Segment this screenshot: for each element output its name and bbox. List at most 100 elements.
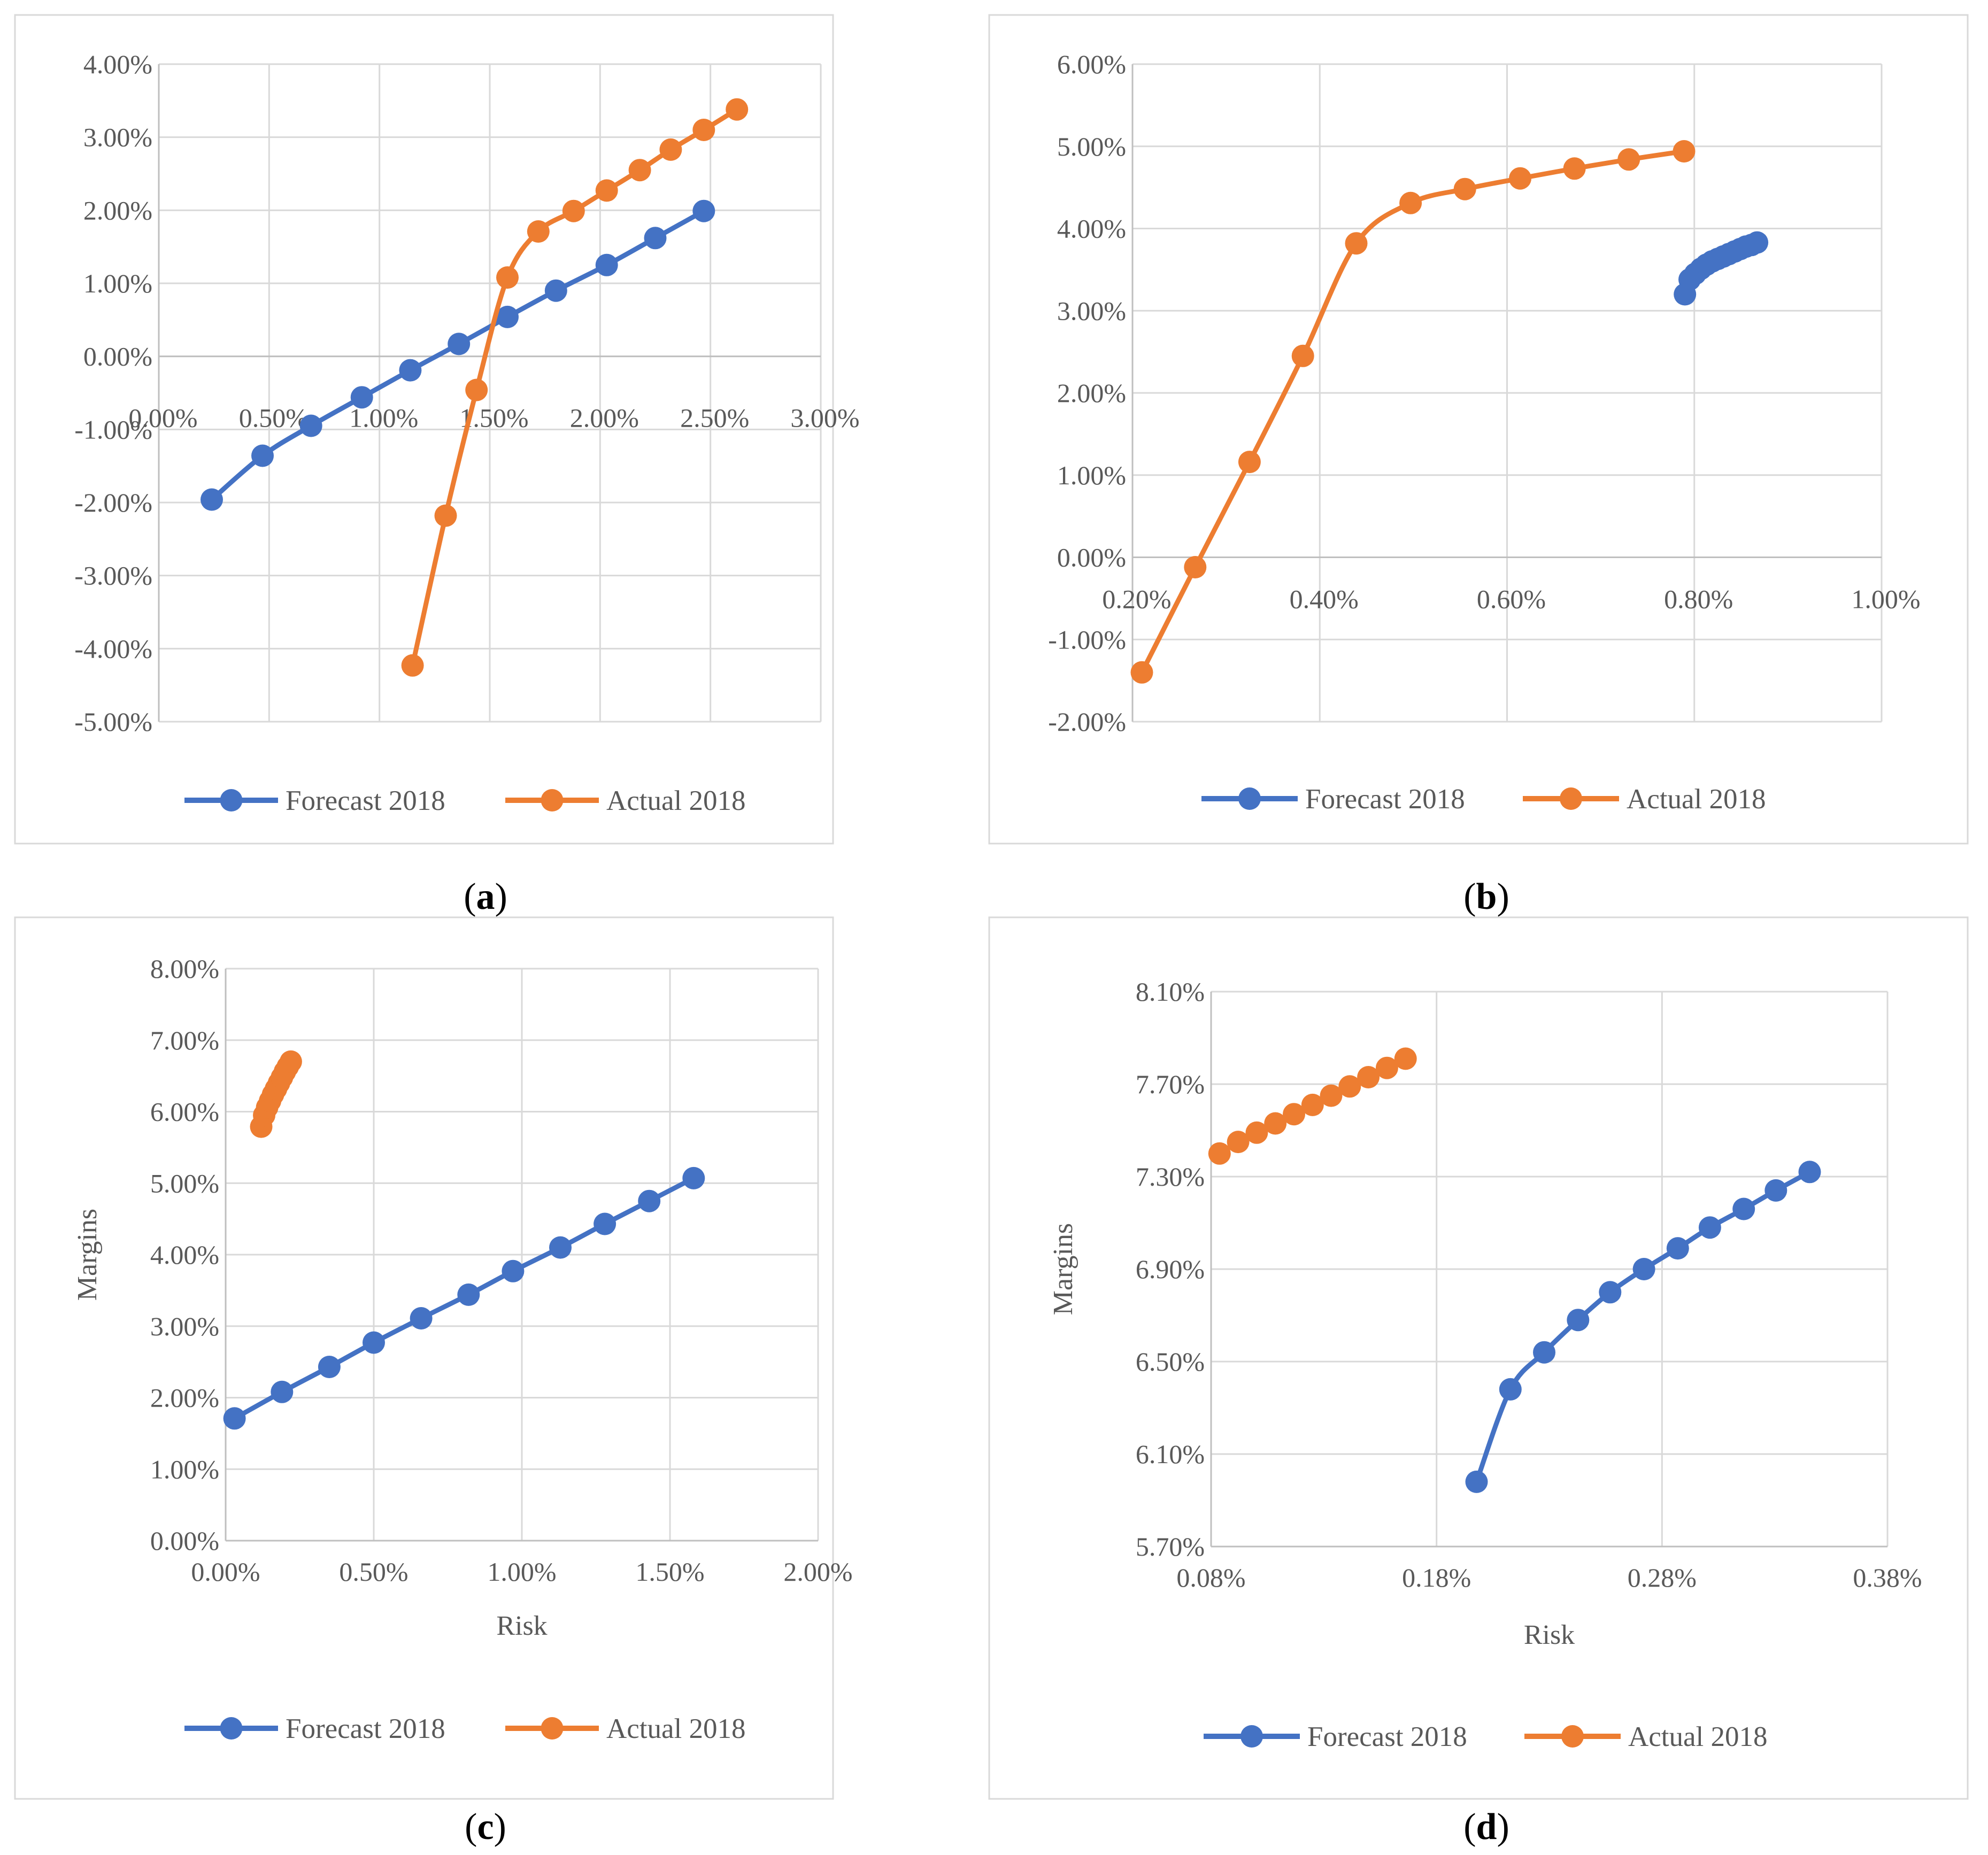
- panel-a-forecast-point: [644, 227, 667, 250]
- panel-a-y-tick-label: 1.00%: [83, 268, 152, 298]
- panel-d-legend-forecast-label: Forecast 2018: [1307, 1721, 1467, 1752]
- panel-a-actual-point: [595, 179, 618, 202]
- panel-a-y-tick-label: 3.00%: [83, 122, 152, 152]
- panel-c-x-tick-label: 0.50%: [339, 1557, 408, 1587]
- panel-c-forecast-point: [318, 1356, 341, 1378]
- panel-b-legend-actual-swatch-marker: [1560, 787, 1582, 810]
- panel-d-forecast-point: [1764, 1179, 1787, 1202]
- caption-d: (d): [1463, 1806, 1509, 1848]
- panel-d-x-tick-label: 0.28%: [1628, 1563, 1697, 1593]
- panel-d-forecast-point: [1798, 1161, 1821, 1184]
- panel-d-y-tick-label: 6.90%: [1136, 1254, 1205, 1284]
- panel-d-actual-point: [1394, 1047, 1417, 1070]
- panel-c-forecast-point: [271, 1380, 294, 1403]
- caption-d-close-paren: ): [1497, 1806, 1509, 1848]
- caption-a: (a): [464, 876, 507, 917]
- panel-a-forecast-point: [595, 253, 618, 276]
- panel-a-forecast-point: [251, 444, 274, 467]
- panel-d-forecast-point: [1698, 1216, 1721, 1239]
- panel-d-x-tick-label: 0.18%: [1402, 1563, 1471, 1593]
- panel-c-forecast-point: [682, 1166, 705, 1189]
- panel-b-x-tick-label: 1.00%: [1851, 584, 1920, 614]
- panel-a-actual-point: [465, 378, 488, 401]
- panel-b-y-tick-label: 2.00%: [1057, 378, 1126, 408]
- panel-d-forecast-point: [1632, 1258, 1655, 1280]
- panel-a-y-tick-label: -3.00%: [74, 561, 152, 591]
- panel-b-y-tick-label: 3.00%: [1057, 296, 1126, 326]
- panel-a-actual-point: [726, 98, 749, 121]
- panel-c-forecast-point: [502, 1259, 525, 1282]
- panel-a-forecast-point: [448, 333, 471, 355]
- panel-d-forecast-point: [1567, 1309, 1590, 1332]
- panel-c-legend-forecast-label: Forecast 2018: [286, 1713, 445, 1744]
- panel-b-y-tick-label: 5.00%: [1057, 132, 1126, 161]
- panel-c-legend-forecast-swatch-marker: [220, 1717, 243, 1740]
- panel-d-legend-actual-swatch-marker: [1561, 1725, 1584, 1748]
- panel-d-actual-point: [1245, 1121, 1268, 1144]
- panel-a-forecast-point: [692, 199, 715, 222]
- panel-d-actual-point: [1375, 1056, 1398, 1079]
- panel-c-x-tick-label: 0.00%: [191, 1557, 260, 1587]
- panel-d-forecast-point: [1499, 1378, 1522, 1401]
- panel-c-x-tick-label: 2.00%: [783, 1557, 852, 1587]
- panel-d-y-tick-label: 6.50%: [1136, 1347, 1205, 1377]
- panel-b-forecast-point: [1746, 231, 1769, 254]
- panel-a-y-tick-label: 4.00%: [83, 49, 152, 79]
- panel-b-actual-point: [1453, 177, 1476, 200]
- panel-b-actual-point: [1399, 191, 1422, 214]
- panel-a-y-tick-label: 0.00%: [83, 342, 152, 372]
- panel-b-actual-point: [1291, 344, 1314, 367]
- panel-b-y-tick-label: -2.00%: [1048, 707, 1126, 737]
- panel-d-y-tick-label: 6.10%: [1136, 1439, 1205, 1469]
- panel-a-x-tick-label: 0.50%: [239, 403, 308, 433]
- panel-a-forecast-point: [201, 488, 223, 511]
- panel-d-actual-point: [1320, 1084, 1343, 1107]
- panel-d-forecast-point: [1599, 1281, 1622, 1304]
- caption-c-close-paren: ): [494, 1806, 506, 1848]
- panel-d-legend-actual-label: Actual 2018: [1628, 1721, 1768, 1752]
- panel-a-actual-point: [434, 504, 457, 527]
- caption-c: (c): [465, 1806, 506, 1848]
- panel-c-y-tick-label: 2.00%: [150, 1383, 219, 1413]
- caption-b-letter: b: [1476, 876, 1497, 917]
- panel-d-legend-forecast-swatch-marker: [1240, 1725, 1263, 1748]
- panel-b-actual-point: [1238, 451, 1261, 474]
- panel-c-legend-actual-label: Actual 2018: [606, 1713, 746, 1744]
- caption-a-close-paren: ): [495, 876, 507, 917]
- caption-b: (b): [1463, 876, 1509, 917]
- panel-d-y-tick-label: 7.70%: [1136, 1069, 1205, 1099]
- panel-c-y-tick-label: 4.00%: [150, 1240, 219, 1270]
- panel-b-actual-point: [1509, 167, 1531, 190]
- panel-d-y-tick-label: 8.10%: [1136, 977, 1205, 1007]
- caption-c-letter: c: [477, 1806, 494, 1848]
- panel-d-y-tick-label: 7.30%: [1136, 1162, 1205, 1192]
- panel-c-forecast-point: [457, 1283, 480, 1306]
- panel-a-y-tick-label: -5.00%: [74, 707, 152, 737]
- panel-a-x-tick-label: 3.00%: [790, 403, 859, 433]
- chart-panel-b: -2.00% -1.00% 0.00% 1.00% 2.00% 3.00% 4.00% 5.0…: [988, 14, 1969, 845]
- panel-c-forecast-point: [549, 1236, 572, 1259]
- panel-a-x-tick-label: 0.00%: [128, 403, 197, 433]
- panel-c-y-tick-label: 0.00%: [150, 1526, 219, 1556]
- panel-b-x-tick-label: 0.60%: [1477, 584, 1546, 614]
- panel-b-x-tick-label: 0.20%: [1102, 584, 1171, 614]
- chart-panel-d: 5.70% 6.10% 6.50% 6.90% 7.30% 7.70% 8.10% 0.08%…: [988, 916, 1969, 1800]
- panel-c-x-tick-label: 1.00%: [487, 1557, 556, 1587]
- panel-d-frame: [988, 916, 1969, 1800]
- panel-a-y-tick-label: 2.00%: [83, 195, 152, 225]
- panel-b-x-tick-label: 0.80%: [1664, 584, 1733, 614]
- caption-a-letter: a: [476, 876, 495, 917]
- panel-a-legend-actual-label: Actual 2018: [606, 785, 746, 816]
- caption-b-open-paren: (: [1463, 876, 1476, 917]
- panel-b-actual-point: [1563, 157, 1586, 180]
- panel-b-legend-forecast-label: Forecast 2018: [1305, 784, 1465, 815]
- panel-a-forecast-point: [399, 359, 422, 382]
- panel-a-forecast-point: [544, 279, 567, 302]
- caption-d-open-paren: (: [1463, 1806, 1476, 1848]
- caption-c-open-paren: (: [465, 1806, 477, 1848]
- panel-a-actual-point: [401, 654, 424, 677]
- panel-a-x-tick-label: 2.50%: [680, 403, 749, 433]
- panel-c-y-tick-label: 6.00%: [150, 1097, 219, 1127]
- panel-c-x-axis-title: Risk: [496, 1611, 547, 1641]
